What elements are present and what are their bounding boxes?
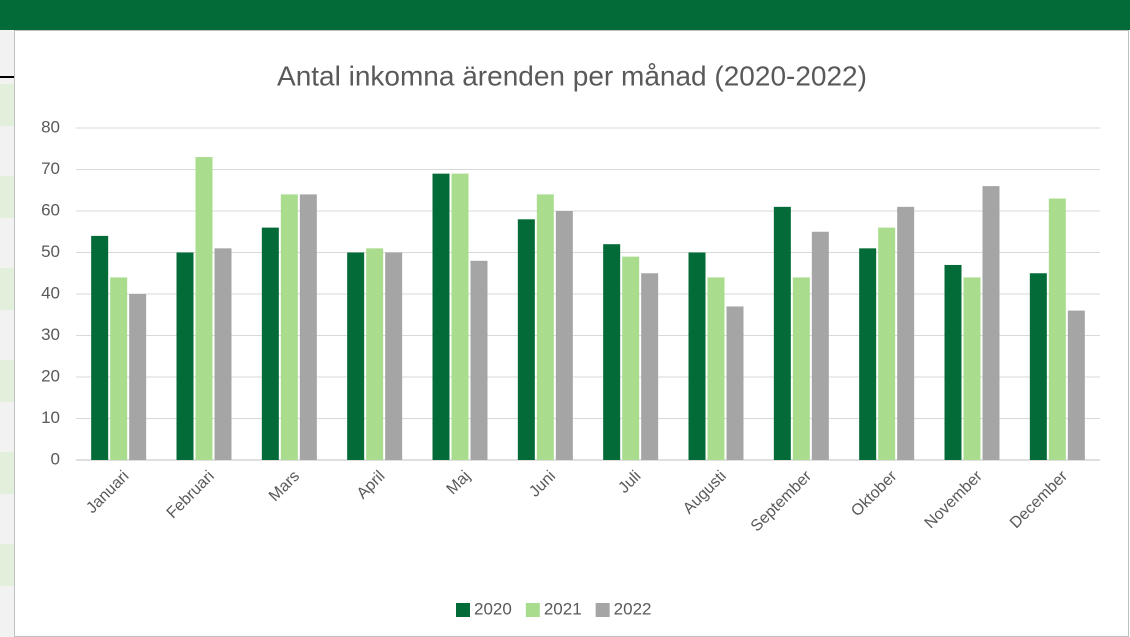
bar [517, 219, 535, 460]
bar [726, 306, 744, 460]
bar [195, 157, 213, 461]
y-tick-label: 0 [51, 449, 60, 468]
legend-label: 2022 [614, 599, 652, 618]
bar [944, 264, 962, 460]
bar [1048, 198, 1066, 461]
bar [773, 206, 791, 460]
bar [859, 248, 877, 460]
bar [1067, 310, 1085, 460]
legend-swatch [456, 603, 470, 617]
y-tick-label: 60 [41, 200, 60, 219]
bar [603, 244, 621, 460]
y-tick-label: 10 [41, 408, 60, 427]
bar [366, 248, 384, 460]
bar [1029, 273, 1047, 460]
bar [451, 173, 469, 460]
bar [129, 294, 147, 460]
bar [641, 273, 659, 460]
legend-label: 2021 [544, 599, 582, 618]
y-tick-label: 30 [41, 325, 60, 344]
y-tick-label: 70 [41, 159, 60, 178]
bar [299, 194, 317, 460]
sheet-cell [0, 452, 14, 494]
bar [982, 186, 1000, 460]
y-tick-label: 80 [41, 117, 60, 136]
bar [963, 277, 981, 460]
sheet-cell [0, 84, 14, 126]
top-bar [0, 0, 1130, 30]
bar [470, 260, 488, 460]
y-tick-label: 50 [41, 242, 60, 261]
y-tick-label: 40 [41, 283, 60, 302]
bar [707, 277, 725, 460]
bar [214, 248, 232, 460]
bar [91, 235, 109, 460]
bar [792, 277, 810, 460]
bar [280, 194, 298, 460]
sheet-cell [0, 268, 14, 310]
legend-swatch [525, 603, 540, 617]
legend-swatch [595, 603, 610, 617]
chart-title: Antal inkomna ärenden per månad (2020-20… [277, 60, 867, 91]
bar [110, 277, 128, 460]
bar [261, 227, 279, 460]
bar [385, 252, 403, 460]
sheet-cell [0, 360, 14, 402]
y-tick-label: 20 [41, 366, 60, 385]
sheet-cell [0, 176, 14, 218]
bar [555, 211, 573, 460]
bar [878, 227, 896, 460]
bar [347, 252, 365, 460]
legend-label: 2020 [474, 599, 512, 618]
bar [811, 231, 829, 460]
bar [688, 252, 706, 460]
bar [176, 252, 194, 460]
sheet-cell [0, 544, 14, 586]
bar [536, 194, 554, 460]
bar [622, 256, 640, 460]
bar [897, 206, 915, 460]
bar [432, 173, 450, 460]
